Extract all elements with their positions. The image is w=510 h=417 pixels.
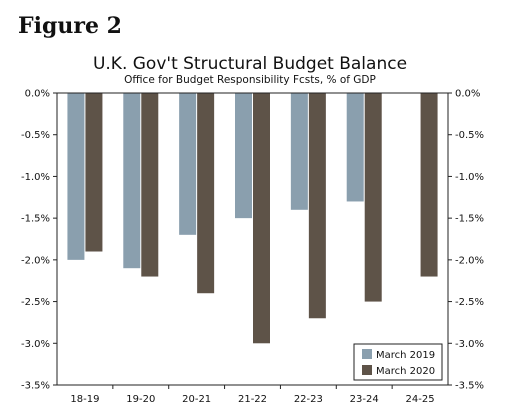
y-tick-label-right: 0.0% — [455, 89, 480, 100]
legend: March 2019 March 2020 — [353, 343, 443, 381]
x-tick-label: 24-25 — [406, 394, 435, 405]
bar-march-2019-22-23 — [290, 93, 308, 210]
bar-march-2020-24-25 — [420, 93, 438, 277]
legend-swatch-march-2020 — [362, 365, 372, 375]
chart-title: U.K. Gov't Structural Budget Balance — [93, 54, 407, 74]
bars-group — [67, 93, 438, 344]
y-tick-label-right: -2.5% — [455, 297, 484, 308]
x-tick-label: 23-24 — [350, 394, 379, 405]
y-tick-label-left: -1.0% — [21, 172, 50, 183]
y-tick-label-left: -0.5% — [21, 130, 50, 141]
y-tick-label-left: -1.5% — [21, 214, 50, 225]
plot-area — [57, 93, 448, 385]
bar-march-2019-21-22 — [235, 93, 252, 219]
bar-march-2020-20-21 — [197, 93, 215, 294]
x-tick-label: 20-21 — [182, 394, 211, 405]
bar-march-2019-20-21 — [179, 93, 197, 235]
y-tick-label-right: -1.0% — [455, 172, 484, 183]
bar-march-2019-18-19 — [67, 93, 85, 260]
y-tick-label-left: -3.5% — [21, 381, 50, 392]
bar-march-2019-19-20 — [123, 93, 141, 269]
legend-label-march-2020: March 2020 — [376, 366, 435, 377]
y-tick-label-right: -2.0% — [455, 255, 484, 266]
y-tick-label-right: -3.5% — [455, 381, 484, 392]
y-tick-label-left: -3.0% — [21, 339, 50, 350]
bar-march-2020-21-22 — [253, 93, 270, 344]
legend-swatch-march-2019 — [362, 349, 372, 359]
y-tick-label-right: -3.0% — [455, 339, 484, 350]
axes-group — [53, 92, 452, 389]
chart-subtitle: Office for Budget Responsibility Fcsts, … — [124, 74, 376, 86]
plot-background — [57, 93, 448, 385]
bar-march-2020-19-20 — [141, 93, 159, 277]
bar-march-2020-18-19 — [85, 93, 103, 252]
bar-march-2020-23-24 — [364, 93, 382, 302]
legend-label-march-2019: March 2019 — [376, 350, 435, 361]
y-tick-label-right: -1.5% — [455, 214, 484, 225]
x-tick-label: 19-20 — [126, 394, 155, 405]
y-tick-label-left: -2.5% — [21, 297, 50, 308]
figure-label: Figure 2 — [18, 13, 122, 39]
x-tick-label: 21-22 — [238, 394, 267, 405]
y-tick-label-left: -2.0% — [21, 255, 50, 266]
y-tick-label-left: 0.0% — [25, 89, 50, 100]
tick-labels-group: 0.0% 0.0% -0.5% -0.5% -1.0% -1.0% -1.5% -1.5% -2… — [21, 89, 484, 406]
bar-march-2019-23-24 — [346, 93, 364, 202]
y-tick-label-right: -0.5% — [455, 130, 484, 141]
bar-march-2020-22-23 — [308, 93, 326, 319]
x-tick-label: 22-23 — [294, 394, 323, 405]
x-tick-label: 18-19 — [70, 394, 99, 405]
